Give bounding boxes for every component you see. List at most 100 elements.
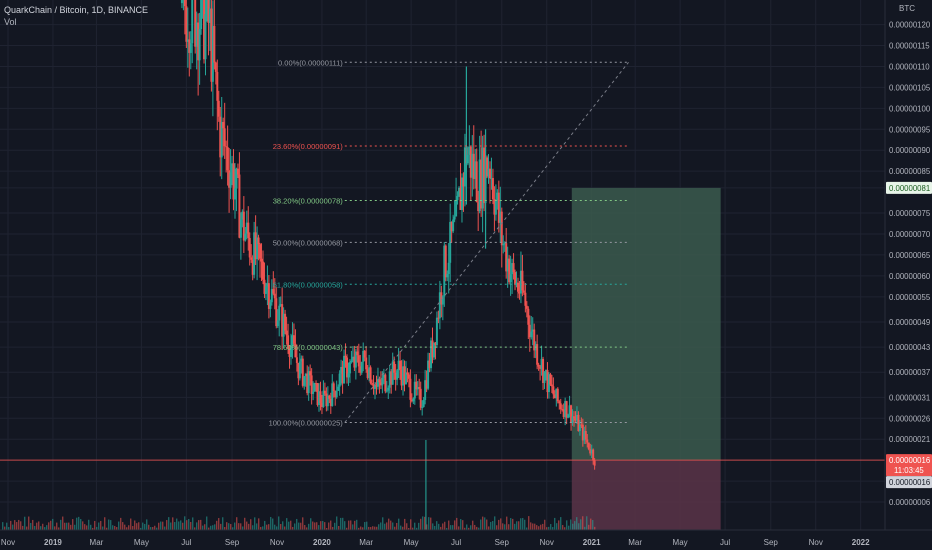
volume-bar <box>412 527 414 530</box>
volume-bar <box>102 526 104 530</box>
candle-body <box>261 261 264 280</box>
candle-body <box>410 399 413 402</box>
time-tick-label: Mar <box>359 538 373 547</box>
volume-bar <box>84 524 86 530</box>
volume-bar <box>584 526 586 530</box>
time-tick-label: Nov <box>1 538 15 547</box>
candle-body <box>239 219 242 238</box>
price-tick-label: 0.00000110 <box>889 62 930 71</box>
price-tick-label: 0.00000031 <box>889 393 930 402</box>
candle-body <box>452 219 455 232</box>
candle-body <box>407 374 410 379</box>
volume-badge-bg <box>886 476 932 489</box>
candle-body <box>371 383 374 385</box>
volume-bar <box>372 526 374 530</box>
candle-body <box>580 424 583 426</box>
volume-bar <box>12 524 14 530</box>
candle-body <box>304 373 307 377</box>
candle-body <box>205 0 208 14</box>
volume-bar <box>300 522 302 530</box>
candle-body <box>267 283 270 309</box>
candle-body <box>310 375 313 394</box>
volume-bar <box>46 525 48 530</box>
candle-body <box>222 122 225 129</box>
time-tick-label: Mar <box>90 538 104 547</box>
candle-body <box>325 393 328 407</box>
volume-bar <box>160 521 162 530</box>
candle-body <box>446 274 449 278</box>
volume-bar <box>404 518 406 530</box>
volume-bar <box>224 526 226 530</box>
price-tick-label: 0.00000049 <box>889 318 930 327</box>
candle-body <box>502 244 505 246</box>
price-tick-label: 0.00000026 <box>889 414 930 423</box>
candle-body <box>556 388 559 402</box>
volume-bar <box>590 518 592 530</box>
candle-body <box>555 388 558 399</box>
candle-body <box>564 401 567 417</box>
volume-bar <box>488 526 490 530</box>
volume-bar <box>266 524 268 530</box>
candle-body <box>577 414 580 432</box>
candle-body <box>276 320 279 327</box>
candle-body <box>586 439 589 443</box>
candle-body <box>257 237 260 245</box>
candle-body <box>273 293 276 299</box>
fib-level-label: 38.20%(0.00000078) <box>273 196 344 205</box>
candle-body <box>499 211 502 223</box>
fib-level-label: 100.00%(0.00000025) <box>269 418 344 427</box>
candle-body <box>589 449 592 454</box>
countdown-label: 11:03:45 <box>894 466 924 475</box>
time-tick-label: May <box>134 538 149 547</box>
candle-body <box>353 356 356 368</box>
candle-body <box>506 258 509 272</box>
candle-body <box>468 146 471 155</box>
candle-body <box>443 245 446 297</box>
candle-body <box>213 25 216 63</box>
candle-body <box>412 398 415 402</box>
volume-bar <box>368 526 370 530</box>
volume-bar <box>428 517 430 530</box>
candle-body <box>527 308 530 325</box>
volume-bar <box>386 522 388 530</box>
volume-bar <box>402 526 404 530</box>
price-tick-label: 0.00000085 <box>889 167 931 176</box>
volume-bar <box>360 526 362 530</box>
volume-bar <box>380 522 382 530</box>
candle-body <box>455 200 458 217</box>
candle-body <box>524 292 527 306</box>
volume-bar <box>260 526 262 530</box>
candle-body <box>331 383 334 407</box>
candle-body <box>546 370 549 393</box>
volume-bar <box>280 523 282 530</box>
volume-bar <box>316 522 318 530</box>
volume-bar <box>438 523 440 530</box>
candle-body <box>519 270 522 294</box>
volume-bar <box>36 522 38 530</box>
time-tick-label: May <box>404 538 419 547</box>
volume-bar <box>524 519 526 530</box>
time-tick-label: Nov <box>270 538 284 547</box>
volume-bar <box>420 518 422 530</box>
candle-body <box>292 335 295 344</box>
candle-body <box>565 401 568 418</box>
volume-bar <box>304 525 306 530</box>
currency-button[interactable]: BTC <box>899 4 915 13</box>
volume-bar <box>70 524 72 530</box>
candle-body <box>416 387 419 390</box>
volume-bar <box>274 524 276 530</box>
target-price-badge: 0.00000081 <box>889 184 930 193</box>
volume-bar <box>198 520 200 530</box>
volume-bar <box>28 516 30 530</box>
volume-bar <box>546 527 548 530</box>
candle-body <box>207 0 210 23</box>
volume-bar <box>246 521 248 530</box>
candle-body <box>402 366 405 386</box>
candle-body <box>518 291 521 294</box>
volume-bar <box>498 519 500 530</box>
candle-body <box>378 379 381 383</box>
candle-body <box>511 263 514 275</box>
volume-bar <box>442 523 444 530</box>
